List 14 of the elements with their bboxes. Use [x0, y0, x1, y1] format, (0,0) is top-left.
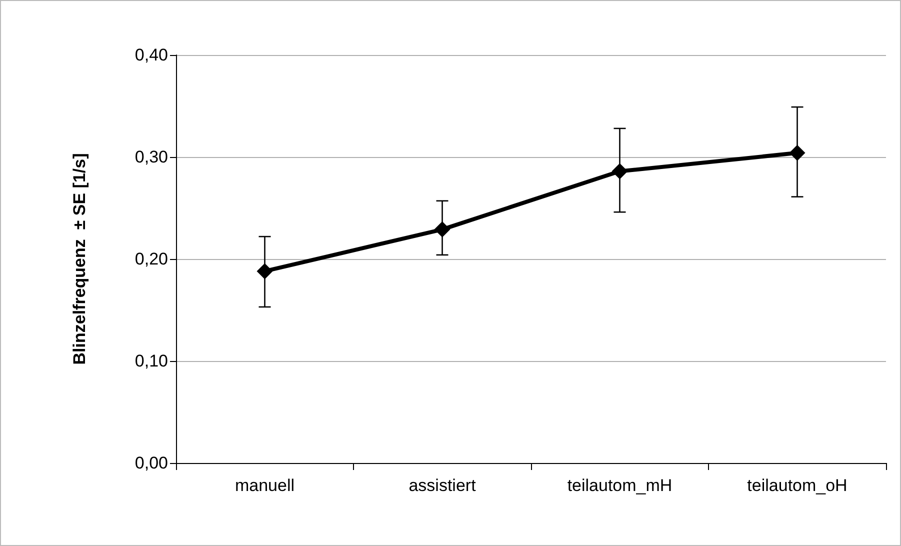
- y-tick-label: 0,20: [134, 250, 168, 268]
- y-tick-label: 0,30: [134, 148, 168, 166]
- x-tick-label: assistiert: [408, 476, 476, 495]
- point: [434, 221, 450, 238]
- point: [612, 163, 628, 180]
- y-axis-title: Blinzelfrequenz ± SE [1/s]: [70, 153, 89, 365]
- y-tick-label: 0,40: [134, 46, 168, 64]
- y-tick-label: 0,10: [134, 352, 168, 370]
- x-tick-label: teilautom_mH: [567, 476, 672, 495]
- x-tick-label: teilautom_oH: [747, 476, 848, 495]
- y-tick-label: 0,00: [134, 454, 168, 472]
- point: [256, 263, 273, 280]
- x-tick-label: manuell: [234, 476, 295, 495]
- point: [789, 144, 806, 161]
